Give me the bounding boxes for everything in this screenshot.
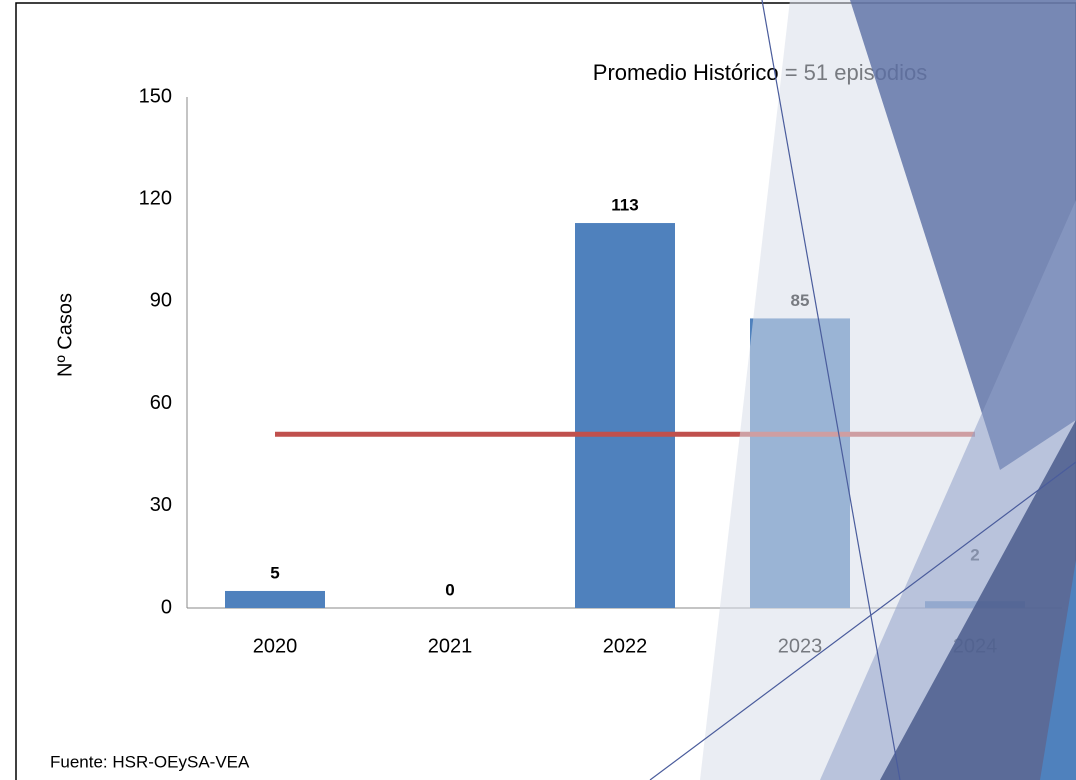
y-tick-label: 150 — [139, 85, 172, 107]
x-tick-label: 2022 — [603, 635, 648, 657]
value-label: 113 — [611, 196, 638, 215]
bar — [575, 223, 675, 608]
value-label: 0 — [445, 580, 454, 599]
deco-line — [761, 0, 901, 780]
value-label: 5 — [270, 563, 279, 582]
bar — [225, 590, 325, 608]
y-tick-label: 120 — [139, 187, 172, 209]
x-tick-label: 2020 — [253, 635, 298, 657]
x-tick-label: 2021 — [428, 635, 473, 657]
deco-dark — [880, 420, 1076, 780]
y-tick-label: 30 — [150, 494, 172, 516]
source: Fuente: HSR-OEySA-VEA — [50, 752, 250, 771]
deco-blue — [1040, 560, 1076, 780]
deco-line — [649, 461, 1076, 780]
decoration — [649, 0, 1076, 780]
y-tick-label: 60 — [150, 392, 172, 414]
y-axis-label: Nº Casos — [54, 293, 76, 377]
y-tick-label: 0 — [161, 596, 172, 618]
y-tick-label: 90 — [150, 290, 172, 312]
